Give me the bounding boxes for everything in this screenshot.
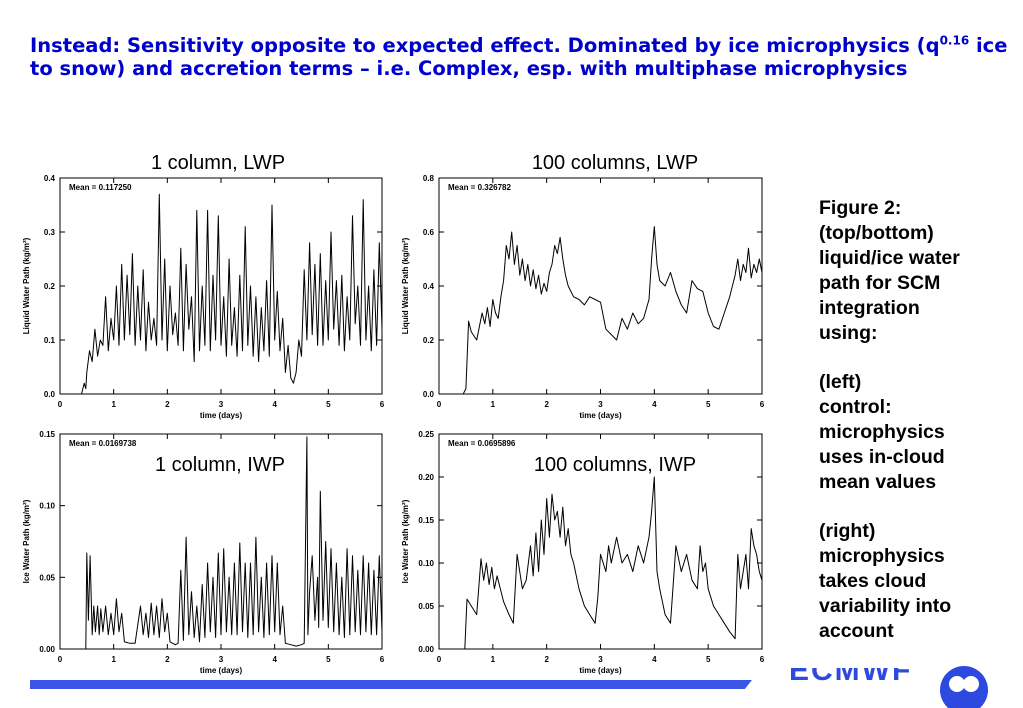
x-tick-label: 2 <box>544 655 549 664</box>
y-tick-label: 0.4 <box>44 174 56 183</box>
x-tick-label: 0 <box>437 655 442 664</box>
y-tick-label: 0.8 <box>423 174 435 183</box>
caption-right-description: (right) microphysics takes cloud variabi… <box>819 520 952 642</box>
series-line <box>60 436 383 650</box>
x-tick-label: 5 <box>706 400 711 409</box>
x-axis-label: time (days) <box>579 411 622 420</box>
y-tick-label: 0.3 <box>44 228 56 237</box>
plot-frame <box>438 433 763 650</box>
x-tick-label: 3 <box>598 655 603 664</box>
y-tick-label: 0.2 <box>44 282 56 291</box>
x-tick-label: 2 <box>165 400 170 409</box>
chart-lwp100: 0 1 2 3 4 5 6 0.0 0.2 0.4 0.6 0.8 time (days) Liquid … <box>401 174 765 420</box>
y-tick-label: 0.0 <box>423 390 435 399</box>
plot-frame <box>59 177 383 395</box>
mean-annotation: Mean = 0.0695896 <box>448 439 516 448</box>
chart-lwp1: 0 1 2 3 4 5 6 0.0 0.1 0.2 0.3 0.4 time (days) Liquid … <box>22 174 385 420</box>
x-axis-label: time (days) <box>200 411 243 420</box>
series-line <box>439 476 763 650</box>
x-tick-label: 6 <box>380 655 385 664</box>
x-axis-label: time (days) <box>579 666 622 675</box>
x-tick-label: 5 <box>706 655 711 664</box>
y-tick-label: 0.20 <box>418 473 434 482</box>
x-tick-label: 4 <box>272 400 277 409</box>
y-axis-label: Liquid Water Path (kg/m²) <box>22 237 31 334</box>
x-tick-label: 1 <box>491 655 496 664</box>
mean-annotation: Mean = 0.326782 <box>448 183 511 192</box>
chart-title-lwp-1-column: 1 column, LWP <box>150 152 286 174</box>
plot-frame <box>438 177 763 395</box>
series-line <box>439 226 763 395</box>
footer-bar <box>30 680 752 689</box>
ecmwf-logo-text: ECMWF <box>789 668 914 708</box>
headline-text-1: Instead: Sensitivity opposite to expecte… <box>30 34 940 57</box>
chart-title-iwp-1-column: 1 column, IWP <box>154 454 286 476</box>
y-axis-label: Ice Water Path (kg/m²) <box>401 499 410 583</box>
x-tick-label: 1 <box>491 400 496 409</box>
ecmwf-logo-mark-shape <box>940 666 988 708</box>
chart-title-lwp-100-columns: 100 columns, LWP <box>531 152 699 174</box>
x-tick-label: 0 <box>58 400 63 409</box>
x-tick-label: 2 <box>544 400 549 409</box>
chart-iwp1: 0 1 2 3 4 5 6 0.00 0.05 0.10 0.15 time (days) Ice Wa… <box>22 430 385 675</box>
caption-left-description: (left) control: microphysics uses in-clo… <box>819 371 945 493</box>
x-tick-label: 6 <box>760 400 765 409</box>
x-tick-label: 1 <box>111 400 116 409</box>
y-tick-label: 0.00 <box>39 645 55 654</box>
y-tick-label: 0.00 <box>418 645 434 654</box>
headline-text-2: ice to snow) and accretion terms – i.e. … <box>30 34 1008 80</box>
x-tick-label: 3 <box>219 655 224 664</box>
y-tick-label: 0.10 <box>418 559 434 568</box>
y-tick-label: 0.10 <box>39 502 55 511</box>
slide-headline: Instead: Sensitivity opposite to expecte… <box>30 34 1010 80</box>
figure-caption: Figure 2: (top/bottom) liquid/ice water … <box>819 196 1019 668</box>
x-axis-label: time (days) <box>200 666 243 675</box>
y-tick-label: 0.2 <box>423 336 435 345</box>
y-tick-label: 0.25 <box>418 430 434 439</box>
headline-exponent: 0.16 <box>939 33 970 48</box>
caption-figure-description: Figure 2: (top/bottom) liquid/ice water … <box>819 197 960 344</box>
y-tick-label: 0.15 <box>39 430 55 439</box>
mean-annotation: Mean = 0.0169738 <box>69 439 137 448</box>
y-tick-label: 0.15 <box>418 516 434 525</box>
ecmwf-logo-label: ECMWF <box>789 668 913 687</box>
y-tick-label: 0.1 <box>44 336 56 345</box>
x-tick-label: 3 <box>219 400 224 409</box>
series-line <box>60 193 383 395</box>
x-tick-label: 6 <box>380 400 385 409</box>
y-tick-label: 0.05 <box>418 602 434 611</box>
x-tick-label: 4 <box>272 655 277 664</box>
ecmwf-logo-icon <box>936 660 994 708</box>
x-tick-label: 0 <box>58 655 63 664</box>
chart-iwp100: 0 1 2 3 4 5 6 0.00 0.05 0.10 0.15 0.20 0.25 time (day… <box>401 430 765 675</box>
x-tick-label: 6 <box>760 655 765 664</box>
y-axis-label: Liquid Water Path (kg/m²) <box>401 237 410 334</box>
mean-annotation: Mean = 0.117250 <box>69 183 132 192</box>
y-tick-label: 0.6 <box>423 228 435 237</box>
y-tick-label: 0.05 <box>39 573 55 582</box>
x-tick-label: 0 <box>437 400 442 409</box>
x-tick-label: 1 <box>111 655 116 664</box>
x-tick-label: 4 <box>652 655 657 664</box>
y-tick-label: 0.0 <box>44 390 56 399</box>
x-tick-label: 5 <box>326 655 331 664</box>
y-axis-label: Ice Water Path (kg/m²) <box>22 499 31 583</box>
x-tick-label: 4 <box>652 400 657 409</box>
chart-title-iwp-100-columns: 100 columns, IWP <box>533 454 697 476</box>
x-tick-label: 5 <box>326 400 331 409</box>
x-tick-label: 3 <box>598 400 603 409</box>
x-tick-label: 2 <box>165 655 170 664</box>
y-tick-label: 0.4 <box>423 282 435 291</box>
